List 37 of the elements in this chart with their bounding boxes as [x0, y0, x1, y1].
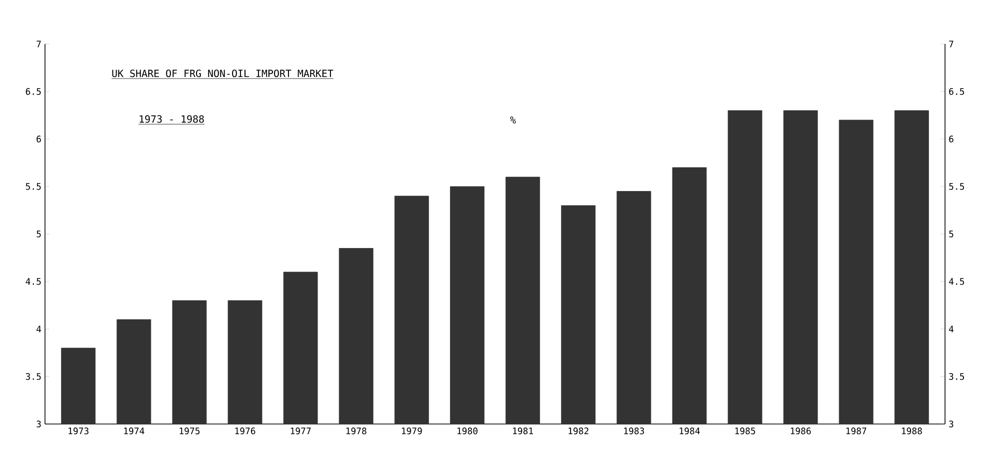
x-tick-label: 1981: [513, 428, 533, 434]
y-tick-label: 5.5: [26, 183, 41, 190]
y2-tick-label: 6.5: [949, 88, 964, 95]
x-tick-label: 1974: [124, 428, 144, 434]
y-tick-label: 3.5: [26, 373, 41, 380]
y2-tick-label: 4.5: [948, 278, 964, 285]
x-tick-label: 1973: [68, 428, 88, 434]
x-tick-label: 1983: [624, 428, 644, 434]
y2-tick-label: 5: [949, 230, 954, 238]
y2-tick-label: 6: [949, 136, 954, 142]
y-tick-label: 7: [36, 40, 41, 48]
y2-tick-label: 5.5: [949, 183, 964, 190]
y-tick-label: 6: [36, 136, 41, 142]
x-tick-label: 1979: [402, 428, 422, 434]
x-tick-label: 1985: [735, 428, 756, 434]
text: 1973 - 1988: [140, 115, 204, 123]
y-tick-label: 5: [36, 230, 41, 238]
y2-tick-label: 4: [948, 326, 954, 332]
x-tick-label: 1982: [568, 428, 588, 434]
annotation: %: [510, 116, 516, 124]
x-tick-label: 1986: [790, 428, 811, 434]
y2-tick-label: 3.5: [949, 373, 964, 380]
y-tick-label: 4.5: [26, 278, 41, 285]
y-tick-label: 6.5: [26, 88, 41, 95]
y2-tick-label: 3: [949, 420, 954, 428]
x-tick-label: 1976: [235, 428, 256, 434]
y-tick-label: 4: [36, 326, 42, 332]
text: UK SHARE OF FRG NON-OIL IMPORT MARKET: [112, 70, 334, 78]
x-tick-label: 1987: [846, 428, 866, 434]
x-tick-label: 1980: [458, 428, 478, 434]
x-tick-label: 1975: [180, 428, 200, 434]
x-tick-label: 1977: [290, 428, 311, 434]
x-tick-label: 1984: [680, 428, 700, 434]
x-tick-label: 1978: [346, 428, 366, 434]
y2-tick-label: 7: [949, 40, 954, 48]
x-tick-label: 1988: [902, 428, 922, 434]
y-tick-label: 3: [36, 420, 41, 428]
